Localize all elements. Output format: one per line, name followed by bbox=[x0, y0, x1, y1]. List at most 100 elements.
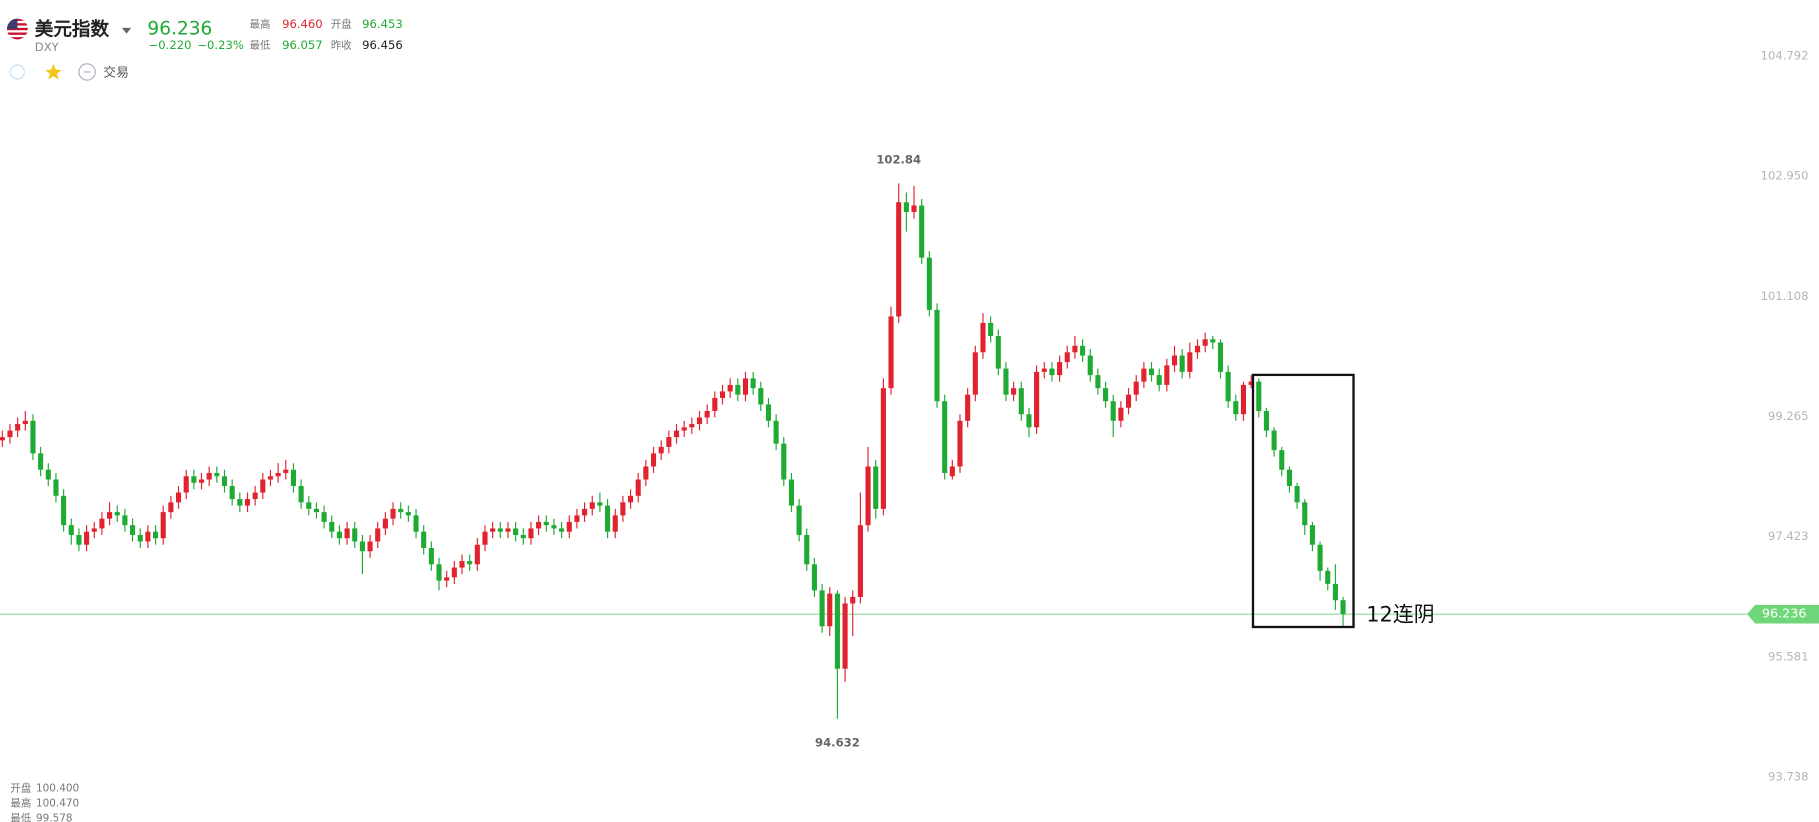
candle-body bbox=[857, 525, 863, 597]
candle-body bbox=[773, 420, 779, 444]
candle-body bbox=[965, 394, 971, 421]
candle-body bbox=[1271, 430, 1277, 451]
candle-body bbox=[336, 531, 342, 539]
y-tick-label: 102.950 bbox=[1761, 169, 1809, 183]
candle-body bbox=[1087, 355, 1093, 376]
stat-value: 96.456 bbox=[362, 38, 403, 52]
candle-body bbox=[520, 534, 526, 539]
candle-body bbox=[237, 499, 243, 506]
candle-body bbox=[666, 437, 672, 447]
high-label: 102.84 bbox=[876, 153, 921, 167]
candle-body bbox=[788, 479, 794, 506]
candle-body bbox=[1279, 450, 1285, 470]
candle-body bbox=[229, 486, 235, 500]
candle-body bbox=[536, 521, 542, 529]
stat-label: 最低 bbox=[250, 38, 271, 51]
candle-body bbox=[168, 502, 174, 513]
candle-body bbox=[597, 502, 603, 506]
candle-body bbox=[152, 531, 159, 539]
candle-body bbox=[298, 486, 304, 503]
trade-icon[interactable] bbox=[78, 63, 96, 81]
y-tick-label: 99.265 bbox=[1768, 409, 1809, 423]
candle-body bbox=[681, 427, 687, 431]
candle-body bbox=[827, 593, 833, 627]
favorite-icon[interactable] bbox=[45, 63, 62, 80]
candle-body bbox=[582, 508, 588, 516]
candle-body bbox=[451, 567, 457, 578]
candle-body bbox=[198, 479, 205, 483]
candle-body bbox=[1286, 469, 1292, 487]
candle-body bbox=[329, 521, 335, 532]
y-tick-label: 97.423 bbox=[1768, 529, 1809, 543]
dropdown-arrow[interactable] bbox=[121, 27, 132, 34]
candle-body bbox=[896, 202, 902, 317]
candle-body bbox=[1240, 384, 1247, 415]
candle-body bbox=[765, 404, 772, 421]
annotation-box bbox=[1251, 373, 1355, 629]
candle-body bbox=[107, 512, 113, 519]
candle-body bbox=[1194, 345, 1201, 353]
price-change-pct: −0.23% bbox=[197, 38, 244, 52]
y-tick-label: 93.738 bbox=[1768, 770, 1809, 784]
instrument-code: DXY bbox=[35, 40, 60, 54]
candle-body bbox=[30, 420, 36, 454]
candle-body bbox=[53, 479, 59, 496]
candle-body bbox=[459, 561, 465, 568]
candle-body bbox=[658, 446, 664, 454]
candle-body bbox=[796, 505, 802, 535]
alert-icon[interactable] bbox=[9, 64, 26, 80]
info-panel: 开盘 100.400 最高 100.470 最低 99.578 bbox=[10, 781, 79, 822]
candle-body bbox=[972, 352, 978, 395]
candle-body bbox=[252, 492, 258, 500]
candle-body bbox=[1256, 381, 1262, 411]
candle-body bbox=[467, 561, 473, 565]
candle-body bbox=[513, 528, 519, 535]
candle-body bbox=[834, 593, 840, 669]
candle-body bbox=[267, 476, 274, 480]
candle-body bbox=[995, 335, 1001, 369]
candle-body bbox=[689, 424, 695, 428]
candle-body bbox=[1080, 345, 1086, 356]
candle-body bbox=[382, 518, 388, 529]
candle-body bbox=[1064, 352, 1070, 363]
candle-body bbox=[605, 505, 611, 532]
candle-body bbox=[1317, 544, 1323, 571]
candle-body bbox=[528, 528, 534, 539]
candle-body bbox=[137, 534, 143, 542]
candle-body bbox=[0, 437, 5, 441]
candle-body bbox=[612, 515, 618, 532]
candle-body bbox=[781, 443, 787, 480]
candle-body bbox=[99, 518, 105, 529]
candle-body bbox=[505, 528, 511, 532]
info-value: 99.578 bbox=[36, 813, 73, 822]
candle-body bbox=[942, 401, 948, 473]
candle-body bbox=[1141, 368, 1147, 382]
candle-body bbox=[321, 512, 327, 522]
candle-body bbox=[390, 508, 396, 519]
candle-body bbox=[850, 596, 856, 604]
candle-body bbox=[559, 528, 565, 532]
instrument-name[interactable]: 美元指数 bbox=[35, 19, 110, 41]
info-label: 最低 bbox=[10, 812, 31, 822]
candle-body bbox=[1072, 345, 1078, 353]
candle-body bbox=[359, 541, 365, 552]
candle-body bbox=[988, 322, 994, 336]
candle-body bbox=[497, 528, 503, 532]
candle-body bbox=[313, 508, 319, 513]
candle-body bbox=[1332, 583, 1338, 601]
candle-body bbox=[221, 476, 228, 487]
candle-body bbox=[551, 525, 557, 529]
candle-body bbox=[903, 202, 909, 213]
y-tick-label: 95.581 bbox=[1768, 649, 1809, 663]
candle-body bbox=[957, 420, 963, 467]
candle-body bbox=[84, 531, 90, 545]
candle-body bbox=[842, 603, 848, 669]
flag-icon bbox=[6, 18, 28, 40]
candle-body bbox=[880, 388, 886, 509]
trade-button[interactable]: 交易 bbox=[103, 65, 129, 81]
candle-body bbox=[949, 466, 955, 477]
candle-body bbox=[482, 531, 488, 545]
candle-body bbox=[1133, 381, 1139, 395]
candle-body bbox=[1325, 570, 1331, 584]
